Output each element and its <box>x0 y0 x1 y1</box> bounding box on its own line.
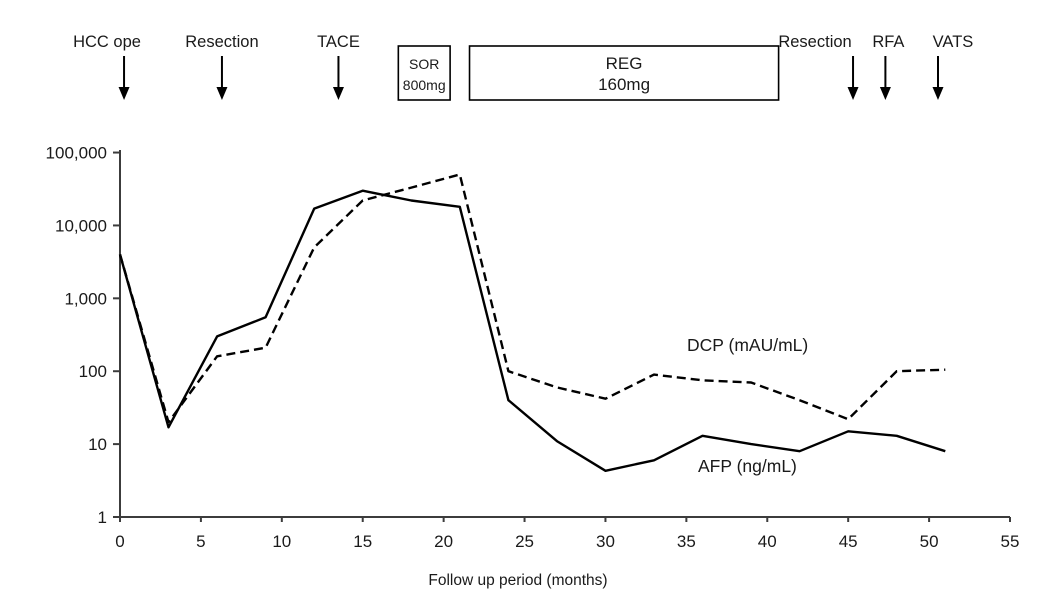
x-axis-title: Follow up period (months) <box>428 572 607 589</box>
treatment-arrow-head <box>118 87 130 100</box>
y-tick-label: 100 <box>79 362 107 381</box>
y-tick-label: 10,000 <box>55 216 107 235</box>
x-tick-label: 50 <box>920 532 939 551</box>
afp-series-line <box>118 189 946 472</box>
treatment-box-drug: REG <box>606 54 643 73</box>
x-tick-label: 0 <box>115 532 124 551</box>
treatment-box <box>468 45 780 101</box>
x-tick-label: 25 <box>515 532 534 551</box>
treatment-arrow-head <box>332 87 344 100</box>
treatment-box-drug: SOR <box>409 56 439 72</box>
treatment-arrow-group: Resection <box>185 33 259 100</box>
treatment-label: Resection <box>778 33 851 51</box>
treatment-arrow-group: RFA <box>872 33 904 100</box>
treatment-arrow-head <box>216 87 228 100</box>
treatment-box-group: SOR 800mg <box>397 45 451 101</box>
x-tick-label: 20 <box>434 532 453 551</box>
x-tick-label: 5 <box>196 532 205 551</box>
treatment-arrow-group: Resection <box>778 33 859 100</box>
treatment-arrow-group: TACE <box>317 33 360 100</box>
treatment-arrow-head <box>932 87 944 100</box>
treatment-label: HCC ope <box>73 33 141 51</box>
treatment-label: RFA <box>872 33 904 51</box>
dcp-series-line <box>118 173 946 424</box>
treatment-arrow-head <box>879 87 891 100</box>
y-tick-label: 10 <box>88 435 107 454</box>
x-tick-label: 35 <box>677 532 696 551</box>
x-tick-label: 10 <box>272 532 291 551</box>
treatment-arrow-group: HCC ope <box>73 33 141 100</box>
x-tick-label: 15 <box>353 532 372 551</box>
y-tick-label: 1,000 <box>64 289 107 308</box>
treatment-box-dose: 800mg <box>403 77 446 93</box>
treatment-box-dose: 160mg <box>598 75 650 94</box>
treatment-arrow-group: VATS <box>932 33 973 100</box>
x-tick-label: 55 <box>1001 532 1020 551</box>
x-tick-label: 45 <box>839 532 858 551</box>
series-label: AFP (ng/mL) <box>698 456 797 476</box>
series-label: DCP (mAU/mL) <box>687 335 808 355</box>
y-tick-label: 1 <box>98 508 107 527</box>
treatment-arrow-head <box>847 87 859 100</box>
treatment-box <box>397 45 451 101</box>
treatment-box-group: REG 160mg <box>468 45 780 101</box>
treatment-label: Resection <box>185 33 258 51</box>
treatment-label: VATS <box>933 33 974 51</box>
x-tick-label: 30 <box>596 532 615 551</box>
treatment-label: TACE <box>317 33 360 51</box>
x-tick-label: 40 <box>758 532 777 551</box>
y-tick-label: 100,000 <box>46 144 107 163</box>
